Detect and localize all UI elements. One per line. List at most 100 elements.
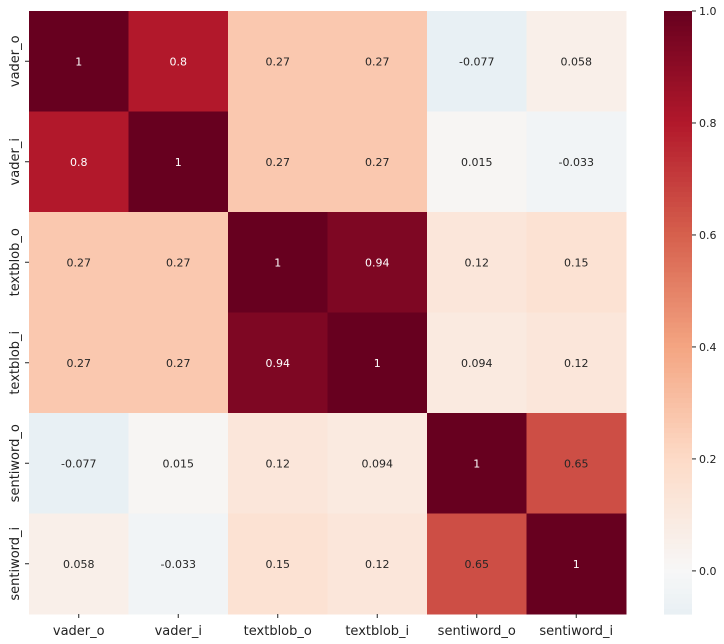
colorbar-segment <box>664 86 692 92</box>
heatmap-cell-3-5 <box>526 312 627 414</box>
cell-annotation-0-1: 0.8 <box>170 55 188 68</box>
cell-annotation-0-4: -0.077 <box>459 55 494 68</box>
cell-annotation-2-4: 0.12 <box>465 256 490 269</box>
y-tick-label: sentiword_i <box>8 527 23 601</box>
colorbar-segment <box>664 227 692 233</box>
colorbar-segment <box>664 171 692 178</box>
colorbar-segment <box>664 21 692 27</box>
colorbar-segment <box>664 56 692 62</box>
colorbar-segment <box>664 51 692 57</box>
colorbar-segment <box>664 91 692 98</box>
colorbar-segment <box>664 533 692 540</box>
colorbar-tick-label: 0.8 <box>699 117 717 130</box>
heatmap-cell-2-5 <box>526 212 627 313</box>
colorbar-segment <box>664 337 692 344</box>
colorbar-segment <box>664 392 692 399</box>
y-tick-label: vader_i <box>8 138 23 185</box>
colorbar-segment <box>664 503 692 510</box>
colorbar-segment <box>664 151 692 158</box>
heatmap-cell-5-5 <box>526 513 627 615</box>
colorbar-tick-label: 0.6 <box>699 229 717 242</box>
y-axis: vader_o vader_i textblob_o textblob_isentiw… <box>8 35 29 601</box>
cell-annotation-0-5: 0.058 <box>561 55 593 68</box>
colorbar-tick-label: 0.0 <box>699 565 717 578</box>
colorbar-segment <box>664 327 692 334</box>
heatmap-cell-5-0 <box>29 513 129 615</box>
colorbar-segment <box>664 252 692 258</box>
colorbar-segment <box>664 11 692 17</box>
colorbar-segment <box>664 121 692 128</box>
heatmap-cell-2-4 <box>427 212 527 313</box>
x-tick-label: vader_i <box>155 624 202 639</box>
colorbar-segment <box>664 141 692 148</box>
heatmap-cell-5-1 <box>128 513 229 615</box>
colorbar-segment <box>664 61 692 67</box>
colorbar-segment <box>664 352 692 359</box>
heatmap-cell-3-4 <box>427 312 527 414</box>
heatmap-cell-1-2 <box>228 111 328 213</box>
colorbar-segment <box>664 453 692 459</box>
heatmap-cell-5-4 <box>427 513 527 615</box>
cell-annotation-1-0: 0.8 <box>70 156 88 169</box>
x-tick-label: vader_o <box>53 624 105 639</box>
cell-annotation-4-3: 0.094 <box>362 457 394 470</box>
cell-annotation-5-5: 1 <box>573 558 580 571</box>
heatmap-cell-2-1 <box>128 212 229 313</box>
cell-annotation-4-0: -0.077 <box>61 457 96 470</box>
colorbar-segment <box>664 553 692 560</box>
colorbar-segment <box>664 362 692 369</box>
colorbar-segment <box>664 196 692 203</box>
colorbar-segment <box>664 292 692 299</box>
colorbar-segment <box>664 26 692 32</box>
colorbar-segment <box>664 493 692 500</box>
heatmap-cell-3-1 <box>128 312 229 414</box>
colorbar-segment <box>664 242 692 248</box>
y-tick-label: sentiword_o <box>8 424 23 502</box>
cell-annotation-5-2: 0.15 <box>266 558 291 571</box>
colorbar-segment <box>664 508 692 515</box>
colorbar-segment <box>664 548 692 555</box>
colorbar-segment <box>664 126 692 133</box>
colorbar-segment <box>664 518 692 525</box>
colorbar-segment <box>664 538 692 545</box>
heatmap-cell-4-3 <box>327 413 428 514</box>
colorbar-segment <box>664 433 692 439</box>
heatmap-cell-4-2 <box>228 413 328 514</box>
cell-annotation-3-2: 0.94 <box>266 357 291 370</box>
colorbar-segment <box>664 186 692 193</box>
cell-annotation-5-3: 0.12 <box>365 558 390 571</box>
colorbar-segment <box>664 101 692 108</box>
colorbar-segment <box>664 111 692 118</box>
colorbar: 0.0 0.2 0.4 0.6 0.8 1.0 <box>664 5 717 615</box>
colorbar-segment <box>664 377 692 384</box>
colorbar-segment <box>664 588 692 595</box>
colorbar-segment <box>664 598 692 605</box>
colorbar-segment <box>664 372 692 379</box>
heatmap-cell-4-0 <box>29 413 129 514</box>
colorbar-segment <box>664 166 692 173</box>
colorbar-segment <box>664 156 692 163</box>
colorbar-segment <box>664 257 692 263</box>
colorbar-segment <box>664 191 692 198</box>
cell-annotation-2-2: 1 <box>274 256 281 269</box>
colorbar-segment <box>664 488 692 494</box>
colorbar-segment <box>664 382 692 389</box>
heatmap-cell-4-4 <box>427 413 527 514</box>
heatmap-cell-2-3 <box>327 212 428 313</box>
colorbar-segment <box>664 468 692 474</box>
colorbar-segment <box>664 443 692 449</box>
colorbar-segment <box>664 418 692 424</box>
heatmap-cell-1-5 <box>526 111 627 213</box>
colorbar-segment <box>664 463 692 469</box>
colorbar-segment <box>664 312 692 319</box>
colorbar-segment <box>664 206 692 213</box>
cell-annotation-4-2: 0.12 <box>266 457 291 470</box>
colorbar-segment <box>664 16 692 22</box>
heatmap-cell-2-2 <box>228 212 328 313</box>
colorbar-segment <box>664 277 692 283</box>
heatmap-cell-3-0 <box>29 312 129 414</box>
heatmap-cell-1-4 <box>427 111 527 213</box>
cell-annotation-4-1: 0.015 <box>163 457 195 470</box>
colorbar-segment <box>664 36 692 42</box>
